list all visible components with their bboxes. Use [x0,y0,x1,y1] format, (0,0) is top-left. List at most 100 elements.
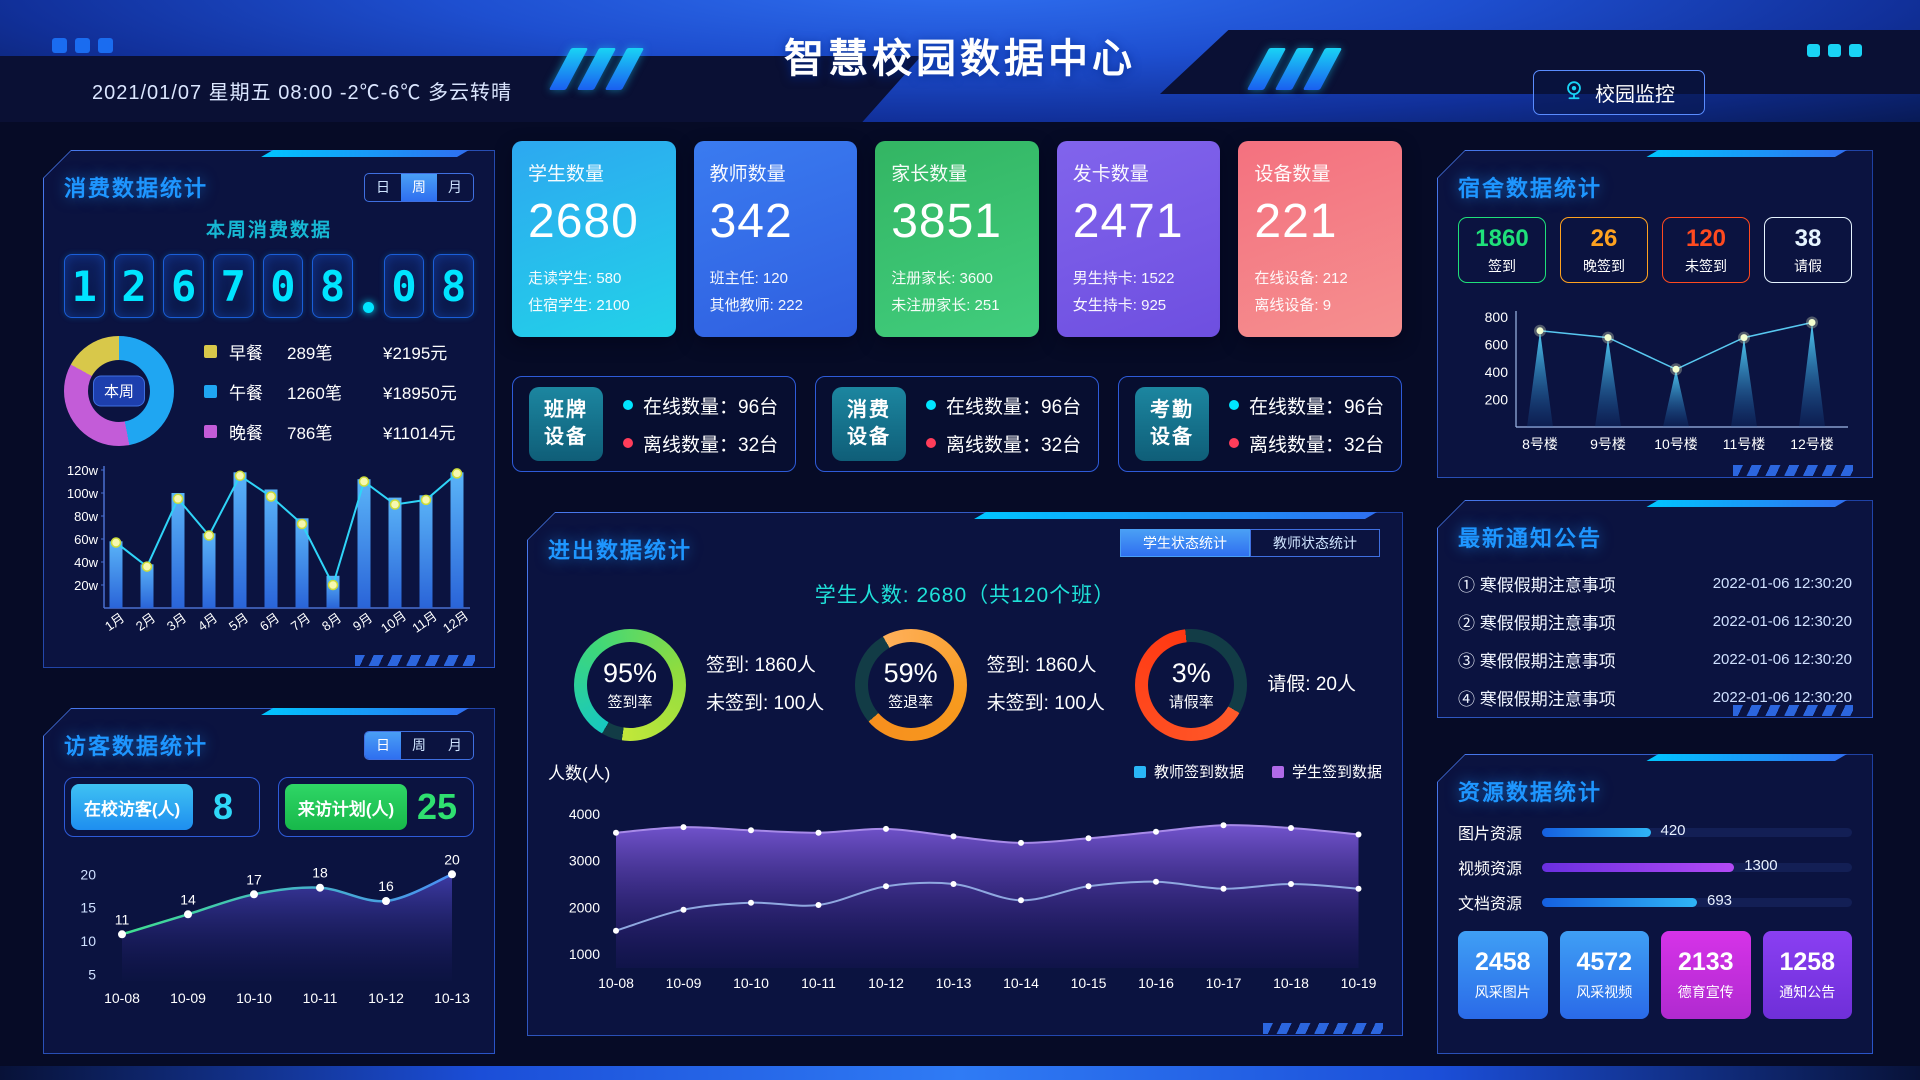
toggle-option-日[interactable]: 日 [376,179,390,195]
inout-chart-axis-label: 人数(人) [548,764,611,783]
meal-legend: 早餐 289笔 ¥2195元 午餐 1260笔 ¥18950元 晚餐 786笔 ¥11014元 [204,339,474,444]
svg-text:3月: 3月 [164,610,189,634]
resource-card-value: 2133 [1677,948,1734,976]
svg-text:2月: 2月 [133,610,158,634]
panel-glowbar [974,512,1377,519]
offline-status-dot [623,438,633,448]
stat-card-label: 学生数量 [528,164,605,185]
panel-hatch-decoration [1733,465,1853,476]
legend-教师签到数据: 教师签到数据 [1133,761,1244,782]
svg-text:10-17: 10-17 [1206,975,1242,991]
meal-name: 早餐 [229,343,263,363]
notice-row[interactable]: ④ 寒假假期注意事项 2022-01-06 12:30:20 [1458,681,1852,713]
svg-text:10-16: 10-16 [1138,975,1174,991]
ring-hole [587,642,673,728]
svg-text:120w: 120w [67,463,99,478]
ring-arc [1135,629,1248,741]
device-stats: 在线数量：96台 离线数量：32台 [1229,392,1384,457]
notice-row[interactable]: ③ 寒假假期注意事项 2022-01-06 12:30:20 [1458,643,1852,675]
campus-monitor-label: 校园监控 [1595,84,1675,106]
stat-card-家长数量: 家长数量 3851 注册家长: 3600 未注册家长: 251 [875,141,1039,337]
svg-text:400: 400 [1485,364,1509,380]
notice-row[interactable]: ② 寒假假期注意事项 2022-01-06 12:30:20 [1458,605,1852,637]
svg-text:10-11: 10-11 [801,975,836,991]
webcam-icon [1563,79,1585,107]
toggle-option-周[interactable]: 周 [412,737,426,753]
resource-card-label: 风采视频 [1576,984,1633,1000]
svg-text:4000: 4000 [569,806,600,822]
stat-card-value: 221 [1254,195,1338,248]
inout-tabs: 学生状态统计 教师状态统计 [1120,529,1380,557]
notice-text: ② 寒假假期注意事项 [1458,613,1616,633]
device-status-row: 班牌 设备 在线数量：96台 离线数量：32台 消费 设备 在线数量：96台 离线数量：32台… [512,376,1402,472]
svg-text:16: 16 [378,878,394,894]
stat-card-subline: 住宿学生: 2100 [528,297,630,314]
svg-text:20: 20 [80,866,96,882]
notice-text: ① 寒假假期注意事项 [1458,575,1616,595]
device-box-考勤设备: 考勤 设备 在线数量：96台 离线数量：32台 [1118,376,1402,472]
consumption-subtitle: 本周消费数据 [205,220,332,241]
resources-panel-title: 资源数据统计 [1458,780,1603,805]
stat-card-subline: 在线设备: 212 [1254,270,1348,287]
toggle-option-周[interactable]: 周 [401,173,437,201]
tab-学生状态统计[interactable]: 学生状态统计 [1120,529,1250,557]
panel-hatch-decoration [1733,705,1853,716]
svg-text:10-11: 10-11 [303,990,338,1006]
ring-签到率: 95% 签到率 [574,629,686,741]
panel-glowbar [261,708,469,715]
svg-text:10: 10 [80,933,96,949]
dorm-box-label: 签到 [1488,257,1516,274]
resource-count-cards: 2458 风采图片 4572 风采视频 2133 德育宣传 1258 通知公告 [1458,931,1852,1019]
header-left-squares-decoration [52,38,113,53]
campus-monitor-button[interactable]: 校园监控 [1533,70,1705,115]
stat-card-设备数量: 设备数量 221 在线设备: 212 离线设备: 9 [1238,141,1402,337]
svg-text:1月: 1月 [102,610,127,634]
toggle-option-日[interactable]: 日 [365,731,401,759]
toggle-option-月[interactable]: 月 [448,179,462,195]
resource-bar-label: 文档资源 [1458,896,1523,913]
ring-hole [867,642,954,728]
svg-text:4月: 4月 [195,610,220,634]
meal-count: 786笔 [287,423,333,443]
dorm-box-未签到: 120 未签到 [1662,217,1750,283]
notice-time: 2022-01-06 12:30:20 [1712,612,1852,630]
svg-text:10-09: 10-09 [666,975,702,991]
resource-bar-track: 1300 [1542,857,1852,874]
amount-digit: 7 [212,254,254,318]
meal-legend-row: 晚餐 786笔 ¥11014元 [204,419,474,444]
ring-label: 请假率 [1168,694,1214,711]
resource-bar-fill [1542,897,1697,907]
svg-text:9号楼: 9号楼 [1590,436,1626,452]
stat-card-subline: 女生持卡: 925 [1072,297,1167,314]
device-online-count: 在线数量：96台 [1229,392,1384,419]
stat-card-value: 2471 [1072,195,1184,248]
stat-card-subline: 男生持卡: 1522 [1072,270,1175,287]
svg-text:10-15: 10-15 [1071,975,1107,991]
notice-row[interactable]: ① 寒假假期注意事项 2022-01-06 12:30:20 [1458,567,1852,599]
stat-card-label: 家长数量 [891,164,968,185]
header: 智慧校园数据中心 2021/01/07 星期五 08:00 -2℃-6℃ 多云转… [0,0,1920,122]
toggle-option-月[interactable]: 月 [448,737,462,753]
meal-amount: ¥18950元 [383,383,457,403]
resource-bar-fill [1542,862,1735,872]
notice-time: 2022-01-06 12:30:20 [1712,650,1852,668]
panel-glowbar [1646,754,1847,761]
resource-card-label: 通知公告 [1779,984,1836,1000]
ring-text: 59% 签退率 [855,629,967,741]
panel-hatch-decoration [355,655,475,666]
dorm-box-label: 未签到 [1685,257,1727,274]
svg-text:2000: 2000 [569,899,600,915]
svg-text:11号楼: 11号楼 [1723,436,1766,452]
tab-教师状态统计[interactable]: 教师状态统计 [1250,529,1380,557]
header-right-squares-decoration [1807,44,1862,57]
resource-card-value: 1258 [1779,948,1836,976]
ring-percent: 59% [883,658,938,688]
ring-percent: 3% [1171,658,1211,688]
stat-card-发卡数量: 发卡数量 2471 男生持卡: 1522 女生持卡: 925 [1056,141,1221,337]
resource-card-value: 2458 [1474,948,1531,976]
device-name-badge: 消费 设备 [832,387,906,461]
datetime-weather: 2021/01/07 星期五 08:00 -2℃-6℃ 多云转晴 [92,82,512,104]
stat-card-subline: 班主任: 120 [709,270,788,287]
device-box-班牌设备: 班牌 设备 在线数量：96台 离线数量：32台 [512,376,796,472]
svg-text:60w: 60w [74,532,98,547]
